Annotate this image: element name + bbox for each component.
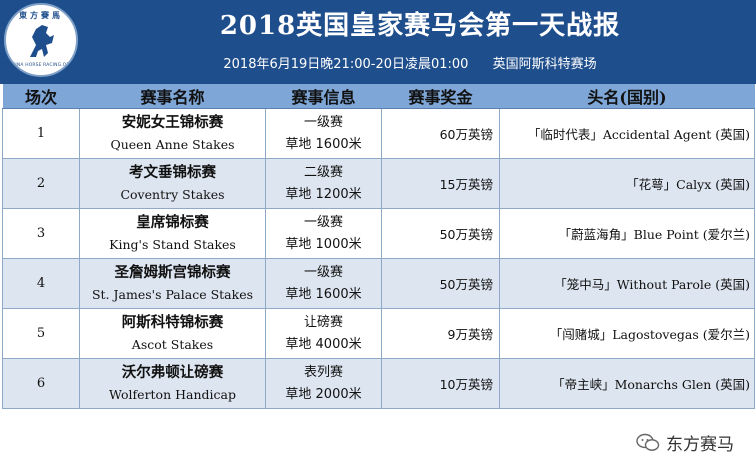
race-name-zh: 圣詹姆斯宫锦标赛	[80, 262, 265, 284]
race-prize: 60万英镑	[382, 109, 500, 159]
race-winner: 「蔚蓝海角」Blue Point (爱尔兰)	[500, 209, 755, 259]
logo: 東方賽馬 CHINA HORSE RACING.ORG	[4, 3, 78, 77]
race-prize: 50万英镑	[382, 209, 500, 259]
race-track: 草地 1200米	[266, 184, 381, 206]
race-name-en: Queen Anne Stakes	[80, 134, 265, 156]
race-grade: 一级赛	[266, 212, 381, 234]
race-info: 一级赛 草地 1600米	[266, 109, 382, 159]
race-info: 表列赛 草地 2000米	[266, 359, 382, 409]
race-grade: 一级赛	[266, 262, 381, 284]
results-table: 场次 赛事名称 赛事信息 赛事奖金 头名(国别) 1 安妮女王锦标赛 Queen…	[2, 84, 755, 409]
race-prize: 50万英镑	[382, 259, 500, 309]
table-row: 4 圣詹姆斯宫锦标赛 St. James's Palace Stakes 一级赛…	[3, 259, 755, 309]
race-track: 草地 1000米	[266, 234, 381, 256]
logo-bottom-text: CHINA HORSE RACING.ORG	[6, 63, 76, 68]
race-name: 皇席锦标赛 King's Stand Stakes	[80, 209, 266, 259]
race-name-en: King's Stand Stakes	[80, 234, 265, 256]
race-name-en: Coventry Stakes	[80, 184, 265, 206]
race-name-en: Ascot Stakes	[80, 334, 265, 356]
race-prize: 9万英镑	[382, 309, 500, 359]
table-row: 5 阿斯科特锦标赛 Ascot Stakes 让磅赛 草地 4000米 9万英镑…	[3, 309, 755, 359]
race-number: 2	[3, 159, 80, 209]
race-winner: 「临时代表」Accidental Agent (英国)	[500, 109, 755, 159]
header-prize: 赛事奖金	[382, 84, 500, 109]
race-info: 让磅赛 草地 4000米	[266, 309, 382, 359]
race-number: 4	[3, 259, 80, 309]
race-number: 1	[3, 109, 80, 159]
race-winner: 「闯赌城」Lagostovegas (爱尔兰)	[500, 309, 755, 359]
header-no: 场次	[3, 84, 80, 109]
race-track: 草地 1600米	[266, 284, 381, 306]
race-number: 3	[3, 209, 80, 259]
race-track: 草地 4000米	[266, 334, 381, 356]
race-name-en: St. James's Palace Stakes	[80, 284, 265, 306]
race-name: 考文垂锦标赛 Coventry Stakes	[80, 159, 266, 209]
race-grade: 二级赛	[266, 162, 381, 184]
page-title: 2018英国皇家赛马会第一天战报	[110, 5, 730, 42]
table-header-row: 场次 赛事名称 赛事信息 赛事奖金 头名(国别)	[3, 84, 755, 109]
watermark-text: 东方赛马	[666, 430, 734, 455]
header-race: 赛事名称	[80, 84, 266, 109]
race-name-zh: 安妮女王锦标赛	[80, 112, 265, 134]
event-time: 2018年6月19日晚21:00-20日凌晨01:00	[223, 57, 468, 72]
race-name-zh: 沃尔弗顿让磅赛	[80, 362, 265, 384]
header-winner: 头名(国别)	[500, 84, 755, 109]
page-subtitle: 2018年6月19日晚21:00-20日凌晨01:00 英国阿斯科特赛场	[90, 53, 730, 72]
table-row: 6 沃尔弗顿让磅赛 Wolferton Handicap 表列赛 草地 2000…	[3, 359, 755, 409]
race-name-en: Wolferton Handicap	[80, 384, 265, 406]
race-name: 沃尔弗顿让磅赛 Wolferton Handicap	[80, 359, 266, 409]
wechat-icon	[636, 433, 660, 453]
race-info: 一级赛 草地 1000米	[266, 209, 382, 259]
race-name-zh: 皇席锦标赛	[80, 212, 265, 234]
header-info: 赛事信息	[266, 84, 382, 109]
table-row: 3 皇席锦标赛 King's Stand Stakes 一级赛 草地 1000米…	[3, 209, 755, 259]
header-banner: 東方賽馬 CHINA HORSE RACING.ORG 2018英国皇家赛马会第…	[0, 0, 756, 84]
watermark: 东方赛马	[636, 430, 734, 455]
race-info: 二级赛 草地 1200米	[266, 159, 382, 209]
race-name-zh: 考文垂锦标赛	[80, 162, 265, 184]
race-grade: 表列赛	[266, 362, 381, 384]
race-number: 5	[3, 309, 80, 359]
race-prize: 15万英镑	[382, 159, 500, 209]
race-grade: 让磅赛	[266, 312, 381, 334]
event-venue: 英国阿斯科特赛场	[493, 57, 597, 72]
race-prize: 10万英镑	[382, 359, 500, 409]
race-name: 安妮女王锦标赛 Queen Anne Stakes	[80, 109, 266, 159]
race-name: 圣詹姆斯宫锦标赛 St. James's Palace Stakes	[80, 259, 266, 309]
race-track: 草地 2000米	[266, 384, 381, 406]
race-name: 阿斯科特锦标赛 Ascot Stakes	[80, 309, 266, 359]
table-row: 2 考文垂锦标赛 Coventry Stakes 二级赛 草地 1200米 15…	[3, 159, 755, 209]
race-winner: 「花萼」Calyx (英国)	[500, 159, 755, 209]
horse-icon	[20, 19, 64, 63]
race-name-zh: 阿斯科特锦标赛	[80, 312, 265, 334]
race-winner: 「帝主峡」Monarchs Glen (英国)	[500, 359, 755, 409]
race-info: 一级赛 草地 1600米	[266, 259, 382, 309]
race-winner: 「笼中马」Without Parole (英国)	[500, 259, 755, 309]
race-number: 6	[3, 359, 80, 409]
race-grade: 一级赛	[266, 112, 381, 134]
race-track: 草地 1600米	[266, 134, 381, 156]
table-row: 1 安妮女王锦标赛 Queen Anne Stakes 一级赛 草地 1600米…	[3, 109, 755, 159]
